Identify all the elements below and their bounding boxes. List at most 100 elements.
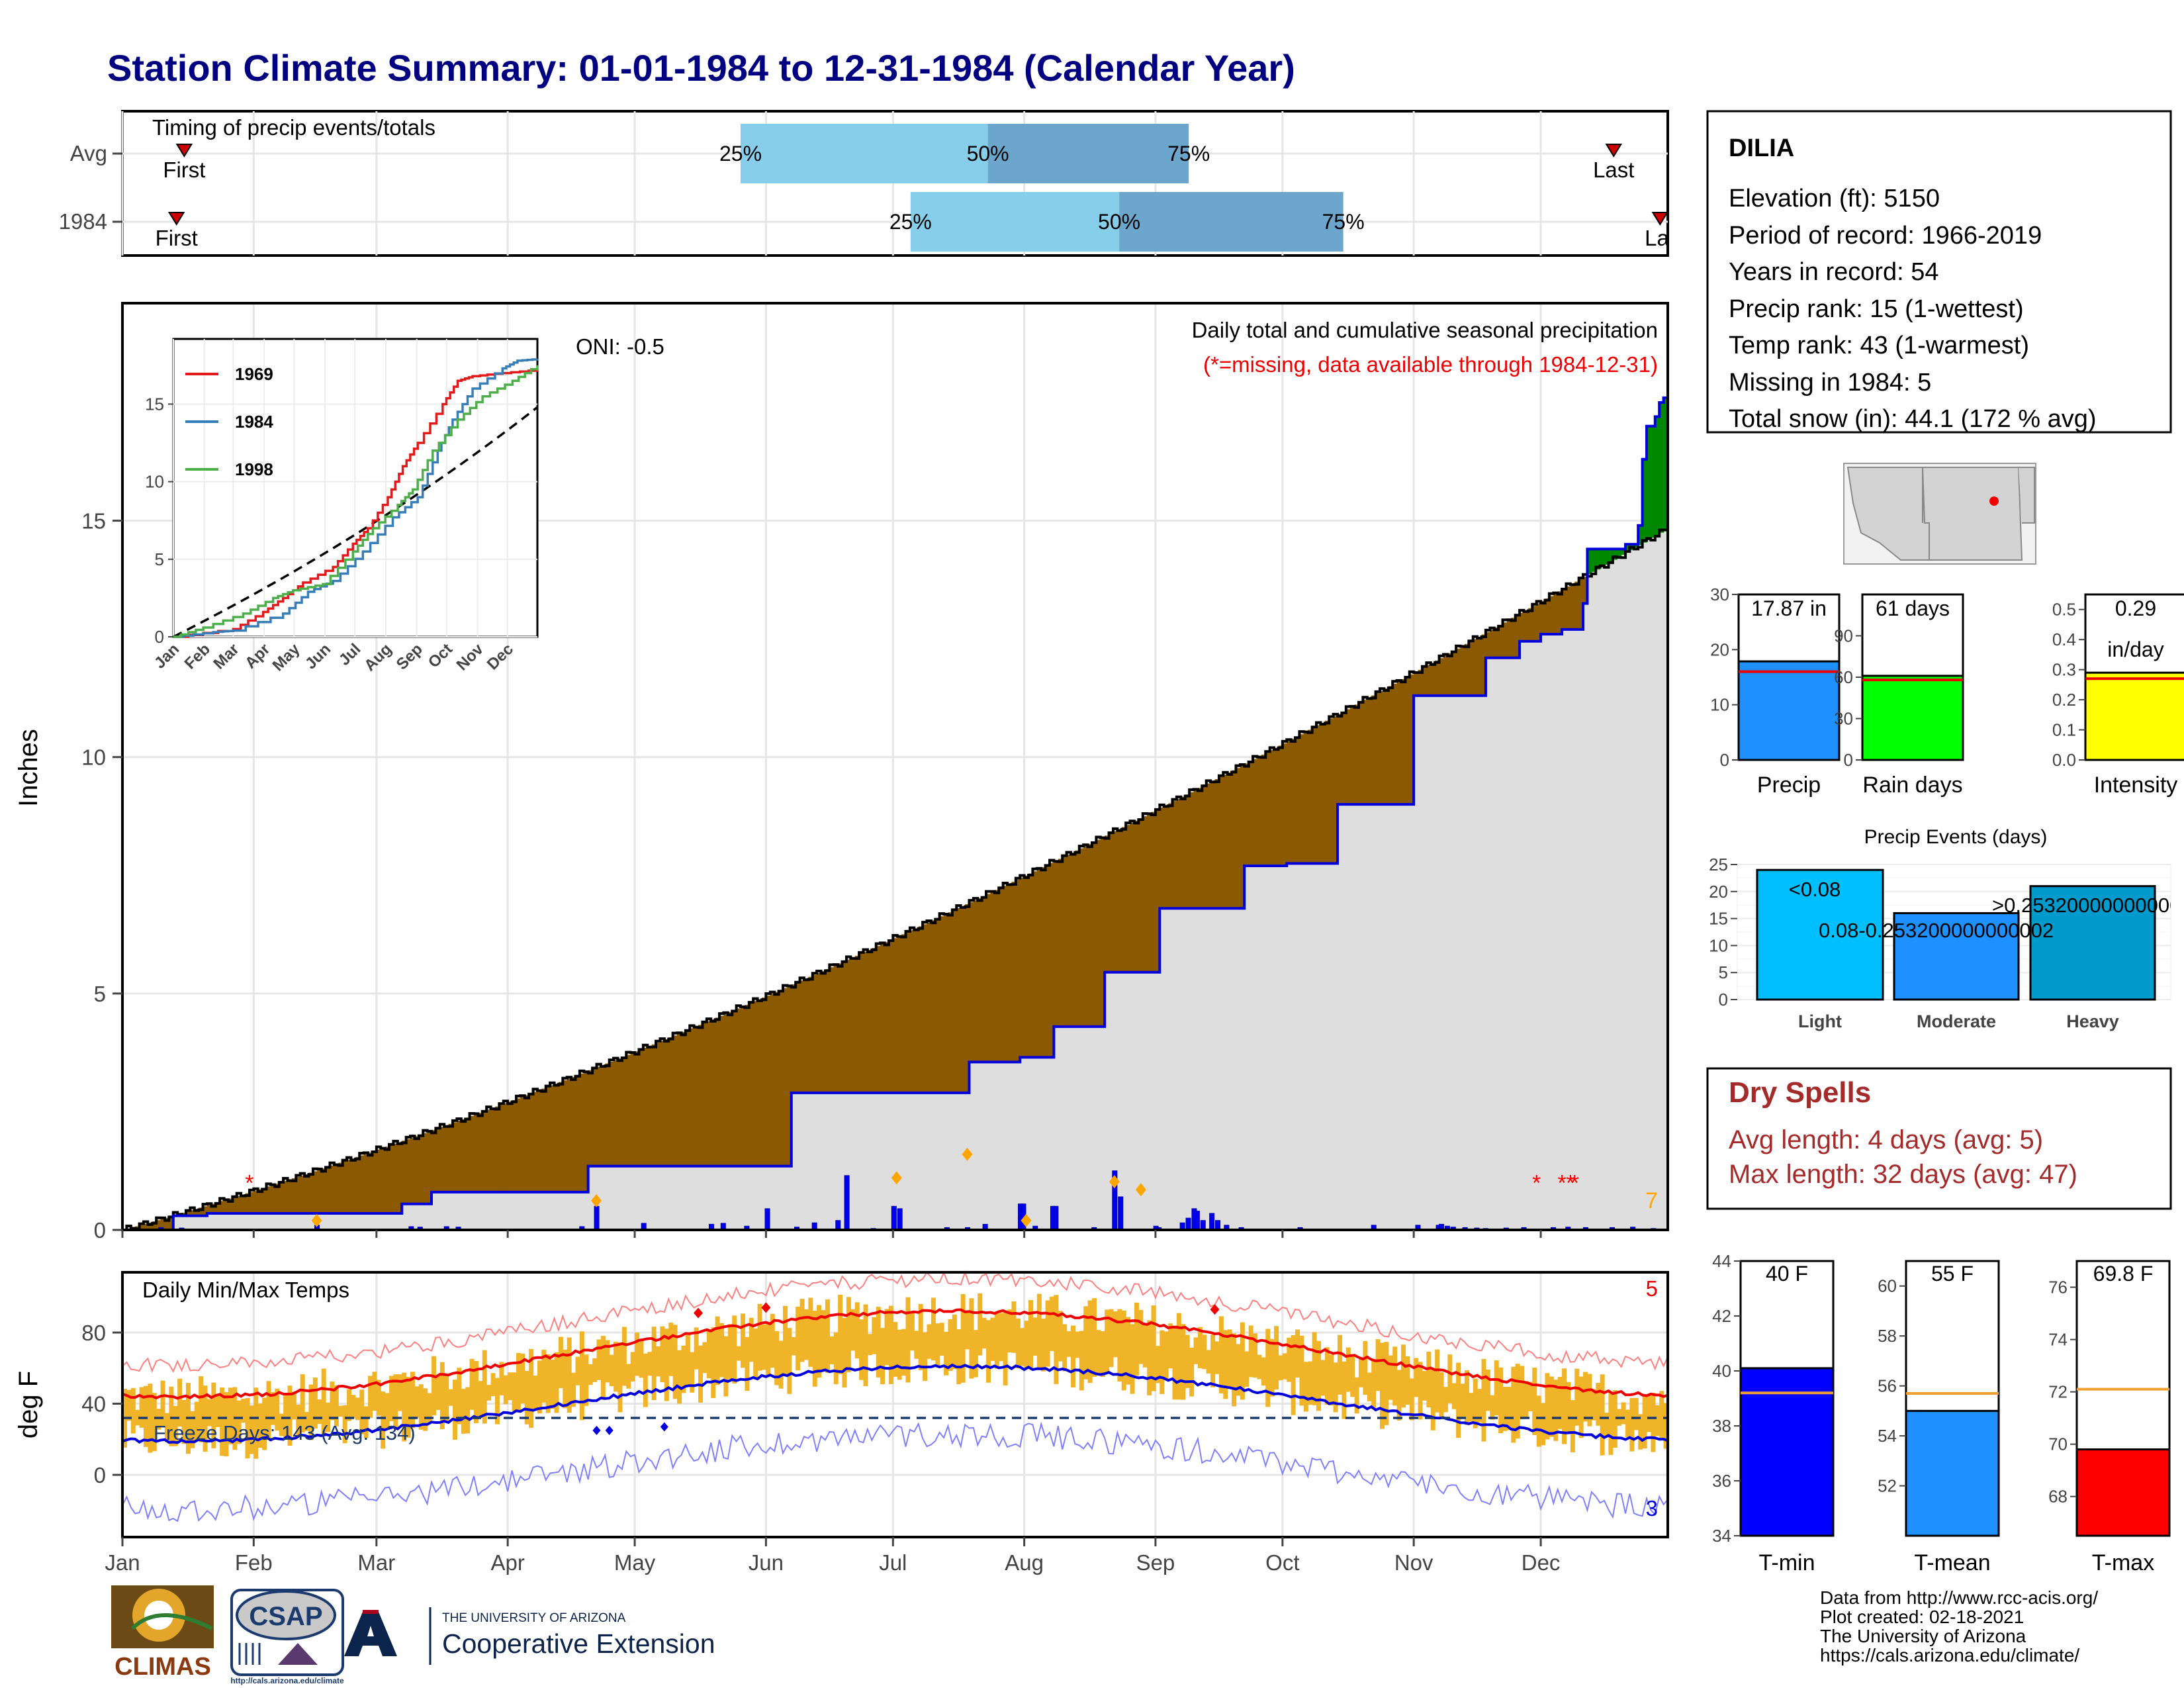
daily-temp-bar	[1003, 1310, 1008, 1385]
daily-temp-bar	[1091, 1298, 1097, 1377]
deficit-area	[355, 1156, 360, 1213]
deficit-area	[994, 890, 999, 1062]
daily-temp-bar	[685, 1335, 690, 1387]
timing-pct-label: 50%	[1098, 210, 1140, 234]
deficit-area	[1168, 803, 1173, 909]
deficit-area	[414, 1136, 420, 1204]
record-min-line	[122, 1421, 1668, 1523]
daily-temp-bar	[579, 1331, 584, 1421]
deficit-area	[1261, 755, 1266, 866]
deficit-area	[956, 908, 962, 1093]
daily-temp-bar	[727, 1324, 733, 1380]
deficit-area	[621, 1056, 627, 1166]
daily-temp-bar	[914, 1331, 919, 1359]
deficit-area	[203, 1206, 208, 1216]
daily-temp-bar	[626, 1364, 631, 1389]
deficit-area	[579, 1073, 584, 1192]
daily-temp-bar	[664, 1329, 669, 1401]
surplus-area	[1604, 549, 1610, 565]
last-label: Last	[1593, 158, 1634, 182]
daily-temp-bar	[1515, 1364, 1520, 1439]
daily-temp-bar	[757, 1303, 762, 1371]
daily-temp-bar	[304, 1412, 310, 1431]
daily-temp-bar	[164, 1413, 169, 1442]
deficit-area	[702, 1023, 707, 1166]
deficit-area	[1379, 690, 1385, 805]
deficit-area	[791, 984, 796, 1093]
daily-temp-bar	[1409, 1378, 1414, 1421]
deficit-area	[630, 1053, 635, 1166]
daily-temp-bar	[1244, 1351, 1250, 1387]
daily-temp-bar	[1502, 1387, 1508, 1431]
daily-temp-bar	[1629, 1397, 1635, 1452]
events-ytick: 25	[1709, 855, 1728, 874]
credit-line: https://cals.arizona.edu/climate/	[1820, 1645, 2079, 1665]
temps-label: Daily Min/Max Temps	[142, 1278, 349, 1302]
station-frame	[1706, 110, 2172, 434]
credits: Data from http://www.rcc-acis.org/ Plot …	[1820, 1587, 2098, 1665]
daily-temp-bar	[1532, 1367, 1537, 1435]
surplus-area	[1596, 549, 1601, 570]
daily-temp-bar	[236, 1400, 242, 1444]
dry-spells-title: Dry Spells	[1729, 1076, 1871, 1109]
deficit-area	[639, 1049, 644, 1166]
summary-ytick: 10	[1710, 695, 1729, 715]
deficit-area	[1409, 674, 1414, 805]
record-min-marker	[660, 1422, 668, 1432]
temperature-panel: 0 40 80 Daily Min/Max Temps Freeze Days: 1…	[14, 1230, 1669, 1575]
summary-bar-label: Intensity	[2094, 773, 2178, 798]
daily-temp-bar	[503, 1375, 508, 1405]
temp-bar-value: 55 F	[1931, 1262, 1974, 1286]
daily-temp-bar	[1100, 1331, 1105, 1378]
daily-temp-bar	[494, 1378, 500, 1425]
missing-marker: *	[245, 1171, 253, 1196]
daily-temp-bar	[181, 1399, 187, 1444]
month-tick: Jan	[105, 1550, 140, 1575]
deficit-area	[541, 1088, 547, 1192]
deficit-area	[1058, 859, 1063, 1027]
daily-temp-bar	[220, 1387, 225, 1456]
month-tick: Aug	[1005, 1550, 1044, 1575]
daily-temp-bar	[927, 1324, 932, 1359]
daily-temp-bar	[1075, 1331, 1080, 1358]
daily-temp-bar	[1608, 1392, 1614, 1455]
deficit-area	[372, 1150, 377, 1213]
deficit-area	[1422, 667, 1427, 696]
summary-value-unit: in/day	[2107, 637, 2163, 661]
deficit-area	[554, 1084, 559, 1192]
daily-temp-bar	[482, 1350, 487, 1424]
deficit-area	[1007, 884, 1013, 1062]
daily-temp-bar	[1087, 1300, 1093, 1383]
deficit-area	[999, 888, 1004, 1062]
deficit-area	[1418, 669, 1423, 696]
daily-temp-bar	[745, 1336, 750, 1391]
daily-temp-bar	[846, 1297, 851, 1372]
daily-temp-bar	[1647, 1394, 1652, 1432]
deficit-area	[406, 1139, 411, 1204]
deficit-area	[1020, 877, 1025, 1058]
daily-temp-bar	[651, 1327, 657, 1401]
missing-marker: *	[1557, 1171, 1566, 1196]
summary-value: 17.87 in	[1751, 596, 1827, 620]
timing-label: Timing of precip events/totals	[152, 115, 435, 140]
deficit-area	[253, 1190, 259, 1213]
daily-temp-bar	[241, 1399, 246, 1423]
deficit-area	[812, 974, 817, 1093]
deficit-area	[973, 900, 978, 1062]
deficit-area	[609, 1061, 614, 1166]
daily-temp-bar	[1206, 1350, 1211, 1374]
deficit-area	[490, 1107, 496, 1192]
deficit-area	[1155, 810, 1160, 972]
daily-temp-bar	[1396, 1370, 1402, 1421]
deficit-area	[617, 1058, 623, 1166]
daily-precip-bar	[1209, 1213, 1215, 1231]
daily-temp-bar	[1392, 1346, 1398, 1406]
deficit-area	[990, 892, 995, 1062]
deficit-area	[1396, 681, 1402, 805]
deficit-area	[300, 1175, 305, 1213]
deficit-area	[1083, 846, 1089, 1027]
daily-temp-bar	[614, 1341, 619, 1392]
deficit-area	[563, 1080, 568, 1192]
daily-temp-bar	[956, 1329, 962, 1384]
